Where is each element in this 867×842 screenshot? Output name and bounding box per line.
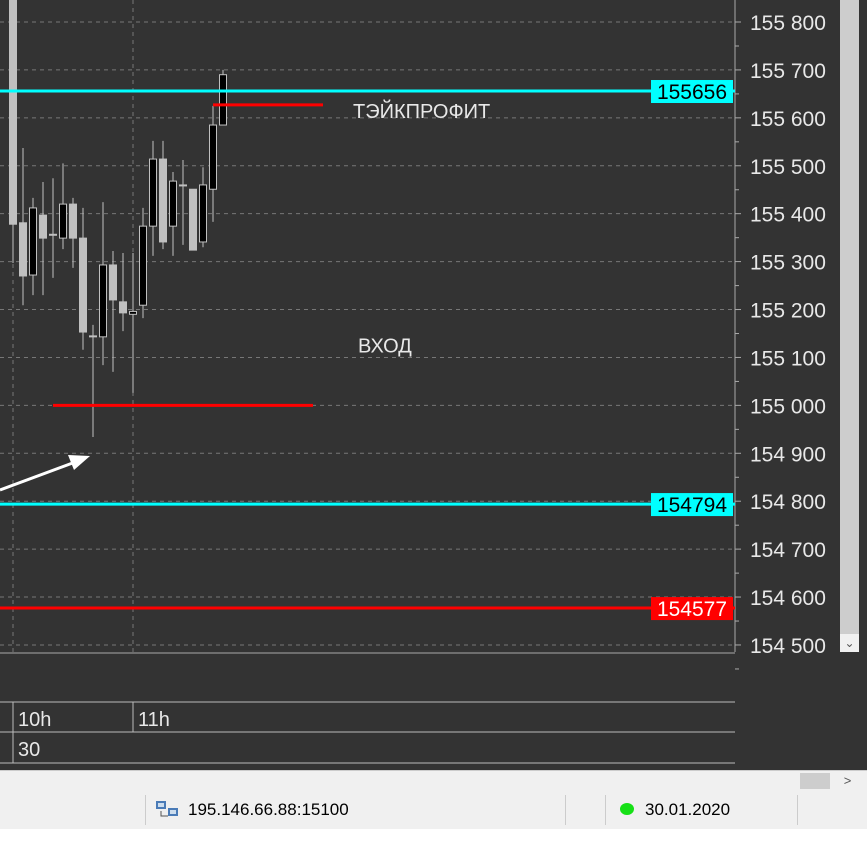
candle-body (79, 237, 87, 333)
candle-body (49, 233, 57, 236)
candle-body (89, 335, 97, 338)
candle-body (189, 188, 197, 251)
scroll-thumb[interactable] (800, 773, 830, 789)
divider (605, 795, 606, 825)
status-date: 30.01.2020 (645, 800, 731, 819)
candle-body (199, 184, 207, 243)
price-label: 154577 (657, 598, 727, 621)
y-tick-label: 155 000 (750, 395, 826, 418)
candle-body (29, 207, 37, 276)
date-label: 30 (18, 739, 40, 761)
price-label-bg (651, 597, 733, 621)
candle-body (159, 158, 167, 243)
candle-body (59, 203, 67, 239)
y-tick-label: 155 400 (750, 204, 826, 227)
candle-body (39, 214, 47, 239)
candle-body (209, 124, 217, 190)
arrow-head-icon (68, 455, 90, 470)
divider (565, 795, 566, 825)
y-tick-label: 154 500 (750, 635, 826, 658)
scroll-down-icon[interactable]: ⌄ (840, 634, 859, 652)
y-tick-label: 154 900 (750, 443, 826, 466)
candle-body (99, 264, 107, 338)
x-tick-label: 10h (18, 709, 51, 731)
network-icon (156, 801, 178, 817)
horizontal-scrollbar[interactable]: > (0, 770, 867, 791)
y-tick-label: 155 300 (750, 252, 826, 275)
x-tick-label: 11h (138, 709, 170, 731)
price-label-bg (651, 493, 733, 517)
candle-body (219, 74, 227, 126)
candle-body (139, 225, 147, 306)
candle-body (129, 310, 137, 315)
y-tick-label: 155 200 (750, 300, 826, 323)
chart-canvas[interactable]: ТЭЙКПРОФИТ ВХОД 155 800 155 700 155 600 155 5… (0, 0, 867, 770)
vertical-scrollbar[interactable]: ⌄ (840, 0, 859, 652)
scroll-right-icon[interactable]: > (843, 773, 852, 788)
candle-body (69, 203, 77, 239)
y-tick-label: 155 800 (750, 12, 826, 35)
divider (797, 795, 798, 825)
candle-body (179, 184, 187, 187)
y-tick-label: 155 600 (750, 108, 826, 131)
divider (145, 795, 146, 825)
candle-body (109, 264, 117, 301)
candle-body (119, 301, 127, 314)
y-tick-label: 154 700 (750, 539, 826, 562)
price-chart[interactable]: ТЭЙКПРОФИТ ВХОД 155 800 155 700 155 600 155 5… (0, 0, 867, 770)
candle-body (19, 222, 27, 277)
status-bar: 195.146.66.88:15100 30.01.2020 (0, 791, 867, 829)
candle-body (169, 180, 177, 227)
connection-status-icon (620, 803, 634, 815)
price-label-bg (651, 80, 733, 104)
chart-annotation: ТЭЙКПРОФИТ (353, 99, 490, 123)
arrow-line (0, 459, 79, 492)
y-tick-label: 155 500 (750, 156, 826, 179)
candle-body (149, 158, 157, 227)
price-label: 154794 (657, 494, 727, 517)
server-address: 195.146.66.88:15100 (188, 800, 349, 819)
candle-body (9, 0, 17, 225)
y-tick-label: 155 100 (750, 347, 826, 370)
chart-annotation: ВХОД (358, 336, 412, 358)
y-tick-label: 155 700 (750, 60, 826, 83)
y-tick-label: 154 600 (750, 587, 826, 610)
y-tick-label: 154 800 (750, 491, 826, 514)
price-label: 155656 (657, 81, 727, 104)
